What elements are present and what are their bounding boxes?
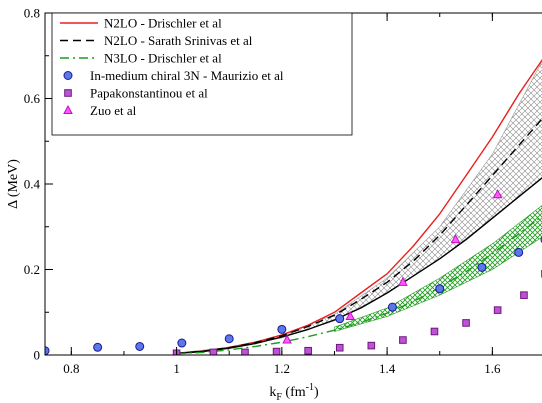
y-tick-label: 0.6 xyxy=(24,91,41,106)
data-point-circle xyxy=(177,338,187,348)
legend: N2LO - Drischler et al N2LO - Sarath Srin… xyxy=(51,12,353,136)
x-tick-label: 1.2 xyxy=(274,361,290,376)
legend-marker-swatch xyxy=(64,89,72,97)
x-tick-label: 1.6 xyxy=(484,361,501,376)
data-point-square xyxy=(209,348,218,355)
data-point-circle xyxy=(93,342,103,352)
series-line-1 xyxy=(176,117,542,354)
legend-marker-swatch xyxy=(63,104,73,114)
series-line-2 xyxy=(176,177,542,354)
legend-label: N3LO - Drischler et al xyxy=(104,51,222,66)
legend-label: In-medium chiral 3N - Maurizio et al xyxy=(90,68,284,83)
y-axis-label: Δ (MeV) xyxy=(6,159,21,209)
data-point-circle xyxy=(435,284,445,294)
x-axis-label-close: ) xyxy=(314,385,319,400)
x-axis-label-sup: -1 xyxy=(306,382,314,393)
x-axis-label-sub: F xyxy=(276,392,282,403)
data-point-square xyxy=(241,348,249,355)
data-point-square xyxy=(335,343,344,352)
data-point-circle xyxy=(514,247,524,257)
legend-label: Zuo et al xyxy=(90,103,137,118)
x-tick-label: 1 xyxy=(173,361,180,376)
data-point-square xyxy=(367,341,376,350)
x-tick-label: 0.8 xyxy=(63,361,79,376)
data-point-square xyxy=(304,346,312,355)
y-tick-label: 0 xyxy=(34,348,41,363)
band-1 xyxy=(334,205,542,332)
data-point-square xyxy=(272,347,281,355)
data-point-triangle xyxy=(398,276,408,286)
series-line-0 xyxy=(176,58,542,354)
data-point-square xyxy=(399,336,407,344)
y-tick-label: 0.2 xyxy=(24,262,40,277)
data-point-triangle xyxy=(492,189,503,199)
x-axis-label-unit: (fm xyxy=(282,385,306,400)
data-point-square xyxy=(493,306,502,314)
data-markers xyxy=(45,189,542,355)
data-point-triangle xyxy=(345,310,356,321)
data-point-triangle xyxy=(282,334,292,344)
data-point-square xyxy=(520,291,528,299)
data-point-circle xyxy=(45,346,50,355)
legend-label: N2LO - Sarath Srinivas et al xyxy=(104,33,253,48)
data-point-circle xyxy=(135,341,145,351)
series-line-3 xyxy=(176,215,542,355)
legend-marker-swatch xyxy=(63,71,73,80)
y-tick-label: 0.8 xyxy=(24,6,40,21)
y-tick-label: 0.4 xyxy=(24,177,41,192)
legend-label: Papakonstantinou et al xyxy=(90,86,208,101)
data-point-triangle xyxy=(450,234,461,244)
data-point-circle xyxy=(387,302,397,312)
x-tick-label: 1.4 xyxy=(379,361,396,376)
data-point-circle xyxy=(477,262,487,272)
data-point-circle xyxy=(224,334,234,344)
x-axis-label-main: k xyxy=(269,385,276,400)
series-lines xyxy=(176,58,542,355)
legend-box xyxy=(51,12,353,136)
data-point-square xyxy=(430,327,439,336)
legend-label: N2LO - Drischler et al xyxy=(104,16,222,31)
data-point-square xyxy=(462,319,470,327)
data-point-circle xyxy=(335,314,345,324)
data-point-circle xyxy=(277,324,287,334)
x-axis-label: kF (fm-1) xyxy=(269,382,319,403)
